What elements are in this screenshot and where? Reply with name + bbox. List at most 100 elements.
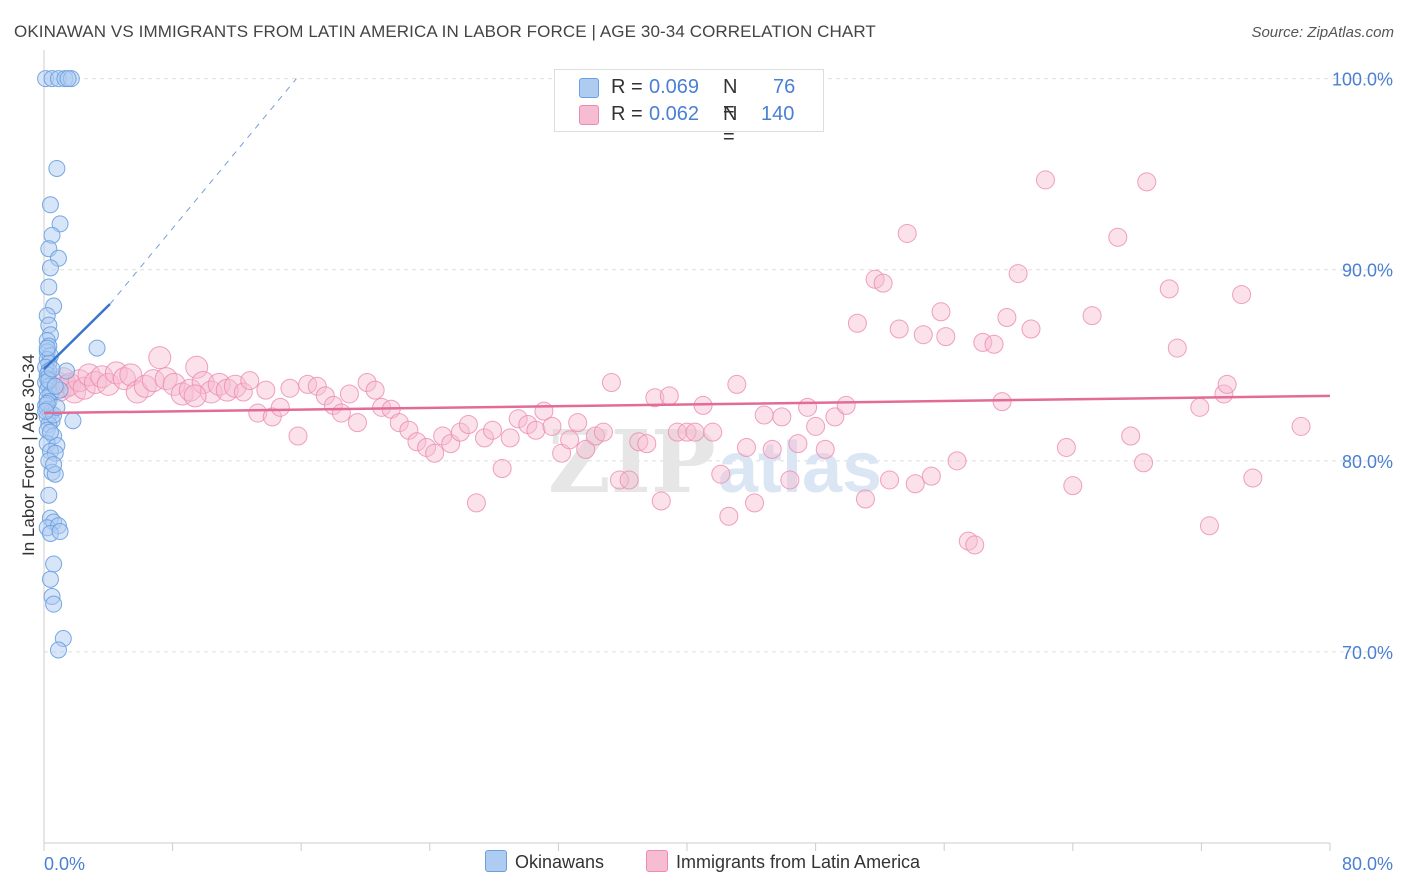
point-immigrants-latin-america	[788, 434, 808, 454]
point-immigrants-latin-america	[339, 384, 359, 404]
okinawans-swatch	[579, 78, 599, 98]
point-immigrants-latin-america	[921, 466, 941, 486]
n-label: N =	[723, 103, 738, 148]
point-immigrants-latin-america	[1121, 426, 1141, 446]
point-immigrants-latin-america	[685, 422, 705, 442]
point-immigrants-latin-america	[508, 409, 528, 429]
point-immigrants-latin-america	[754, 405, 774, 425]
watermark-zip: ZIP	[548, 412, 716, 513]
point-immigrants-latin-america	[90, 365, 114, 389]
y-axis-label: In Labor Force | Age 30-34	[19, 354, 38, 556]
grid-lines	[44, 78, 1390, 653]
point-immigrants-latin-america	[1035, 170, 1055, 190]
point-immigrants-latin-america	[482, 420, 502, 440]
point-okinawans	[45, 555, 63, 573]
point-immigrants-latin-america	[637, 434, 657, 454]
x-tick-label: 0.0%	[44, 854, 85, 874]
point-immigrants-latin-america	[936, 327, 956, 347]
point-immigrants-latin-america	[240, 371, 260, 391]
point-immigrants-latin-america	[450, 422, 470, 442]
point-immigrants-latin-america	[601, 372, 621, 392]
point-immigrants-latin-america	[425, 443, 445, 463]
point-immigrants-latin-america	[727, 374, 747, 394]
point-immigrants-latin-america	[847, 313, 867, 333]
immigrants-swatch	[579, 105, 599, 125]
y-tick-label: 90.0%	[1342, 261, 1393, 281]
point-immigrants-latin-america	[619, 470, 639, 490]
point-immigrants-latin-america	[836, 395, 856, 415]
y-tick-labels: 70.0% 80.0% 90.0% 100.0%	[1332, 70, 1393, 663]
point-immigrants-latin-america	[347, 413, 367, 433]
y-tick-label: 80.0%	[1342, 452, 1393, 472]
point-immigrants-latin-america	[736, 437, 756, 457]
point-immigrants-latin-america	[125, 380, 149, 404]
legend-label-okinawans: Okinawans	[515, 852, 605, 872]
point-immigrants-latin-america	[629, 432, 649, 452]
point-immigrants-latin-america	[458, 415, 478, 435]
point-immigrants-latin-america	[280, 378, 300, 398]
point-immigrants-latin-america	[298, 374, 318, 394]
point-okinawans	[58, 362, 76, 380]
point-okinawans	[48, 159, 66, 177]
point-okinawans	[59, 70, 77, 88]
point-immigrants-latin-america	[947, 451, 967, 471]
point-okinawans	[46, 377, 64, 395]
point-immigrants-latin-america	[466, 493, 486, 513]
legend-item-immigrants: Immigrants from Latin America	[646, 850, 921, 874]
point-immigrants-latin-america	[270, 397, 290, 417]
r-value: 0.062	[649, 103, 700, 125]
watermark-atlas: atlas	[718, 428, 882, 508]
point-immigrants-latin-america	[711, 464, 731, 484]
point-okinawans	[45, 595, 63, 613]
point-immigrants-latin-america	[889, 319, 909, 339]
point-immigrants-latin-america	[148, 346, 172, 370]
point-immigrants-latin-america	[651, 491, 671, 511]
point-immigrants-latin-america	[645, 388, 665, 408]
point-immigrants-latin-america	[1217, 374, 1237, 394]
point-immigrants-latin-america	[984, 334, 1004, 354]
point-immigrants-latin-america	[1056, 437, 1076, 457]
point-immigrants-latin-america	[1063, 476, 1083, 496]
point-immigrants-latin-america	[593, 422, 613, 442]
point-immigrants-latin-america	[719, 506, 739, 526]
point-okinawans	[45, 456, 63, 474]
point-immigrants-latin-america	[772, 407, 792, 427]
point-immigrants-latin-america	[992, 392, 1012, 412]
point-immigrants-latin-america	[500, 428, 520, 448]
point-okinawans	[51, 523, 69, 541]
point-immigrants-latin-america	[399, 420, 419, 440]
point-immigrants-latin-america	[1108, 227, 1128, 247]
y-tick-label: 70.0%	[1342, 643, 1393, 663]
point-okinawans	[41, 196, 59, 214]
point-immigrants-latin-america	[825, 407, 845, 427]
point-immigrants-latin-america	[233, 382, 253, 402]
point-okinawans	[88, 339, 106, 357]
x-tick-label: 80.0%	[1342, 854, 1393, 874]
point-immigrants-latin-america	[873, 273, 893, 293]
point-okinawans	[40, 486, 58, 504]
point-immigrants-latin-america	[262, 407, 282, 427]
point-immigrants-latin-america	[1243, 468, 1263, 488]
point-immigrants-latin-america	[931, 302, 951, 322]
point-immigrants-latin-america	[331, 403, 351, 423]
point-okinawans	[41, 259, 59, 277]
point-immigrants-latin-america	[798, 397, 818, 417]
point-immigrants-latin-america	[1137, 172, 1157, 192]
r-value: 0.069	[649, 76, 700, 98]
point-immigrants-latin-america	[104, 361, 128, 385]
legend-swatch-immigrants	[646, 850, 668, 873]
point-immigrants-latin-america	[365, 380, 385, 400]
point-immigrants-latin-america	[897, 223, 917, 243]
source-credit: Source: ZipAtlas.com	[1251, 24, 1394, 41]
point-okinawans	[41, 570, 59, 588]
legend-label-immigrants: Immigrants from Latin America	[676, 852, 921, 872]
x-tick-labels: 0.0% 80.0%	[44, 854, 1393, 874]
n-value: 140	[761, 103, 795, 125]
point-okinawans	[38, 339, 56, 357]
point-immigrants-latin-america	[905, 474, 925, 494]
point-immigrants-latin-america	[1167, 338, 1187, 358]
point-immigrants-latin-america	[542, 416, 562, 436]
point-immigrants-latin-america	[913, 325, 933, 345]
legend-item-okinawans: Okinawans	[485, 850, 605, 874]
stats-box: R = 0.069 N = 76 R = 0.062 N = 140	[554, 69, 824, 148]
